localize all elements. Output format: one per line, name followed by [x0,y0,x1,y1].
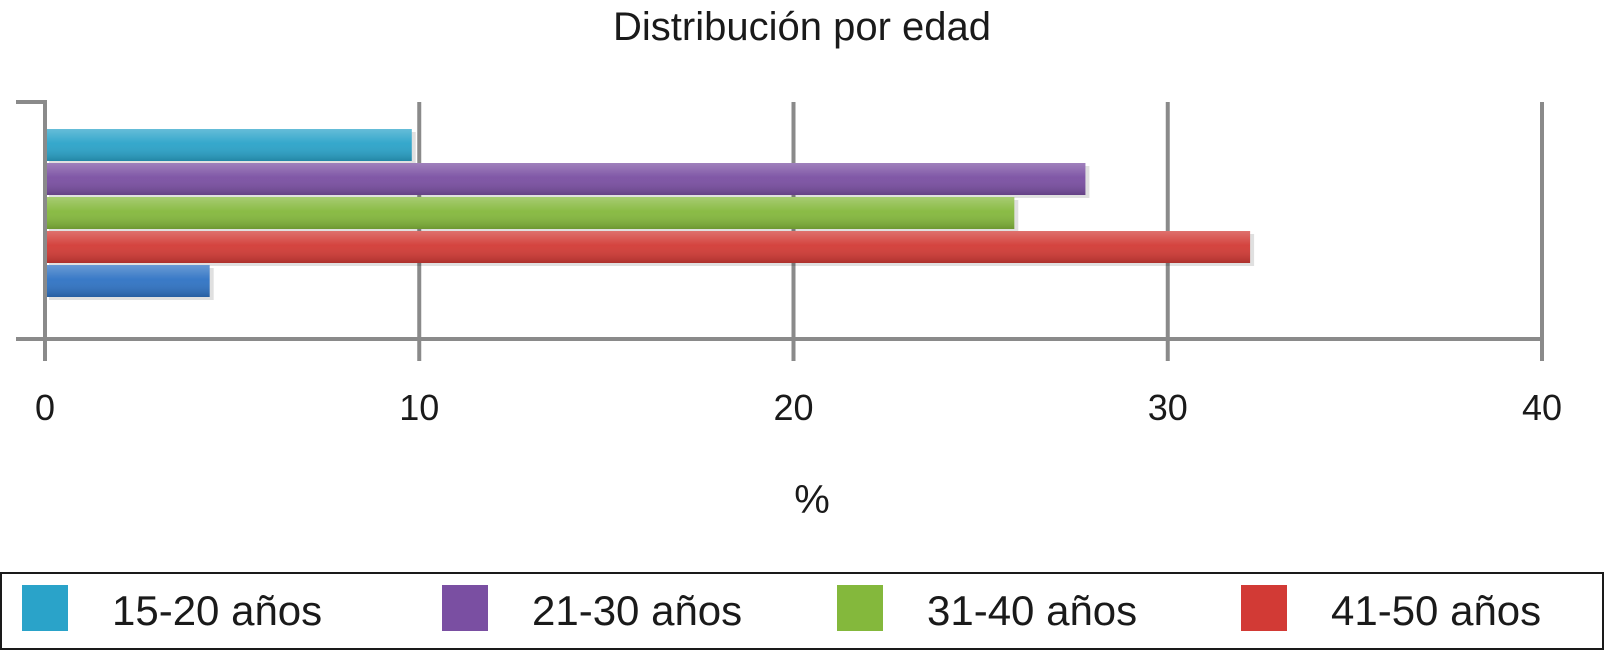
legend-frame [0,572,1604,650]
x-tick-label: 10 [399,387,439,428]
x-axis-label: % [794,478,830,522]
bar-highlight [45,163,1086,195]
legend-label: 31-40 años [927,587,1137,634]
legend-label: 21-30 años [532,587,742,634]
bar-highlight [45,231,1251,263]
bar-highlight [45,197,1015,229]
chart-title: Distribución por edad [613,5,991,49]
bars [45,129,1255,300]
tick-labels: 0 10 20 30 40 [35,387,1562,428]
x-tick-label: 20 [773,387,813,428]
x-tick-label: 30 [1148,387,1188,428]
legend-label: 41-50 años [1331,587,1541,634]
bar-highlight [45,265,210,297]
legend-swatch [1241,585,1287,631]
legend: 15-20 años 21-30 años 31-40 años 41-50 años [22,585,1541,634]
legend-swatch [442,585,488,631]
y-axis [16,100,47,341]
x-tick-label: 0 [35,387,55,428]
legend-swatch [22,585,68,631]
legend-label: 15-20 años [112,587,322,634]
legend-swatch [837,585,883,631]
bar-highlight [45,129,412,161]
x-tick-label: 40 [1522,387,1562,428]
axes [16,100,1542,341]
